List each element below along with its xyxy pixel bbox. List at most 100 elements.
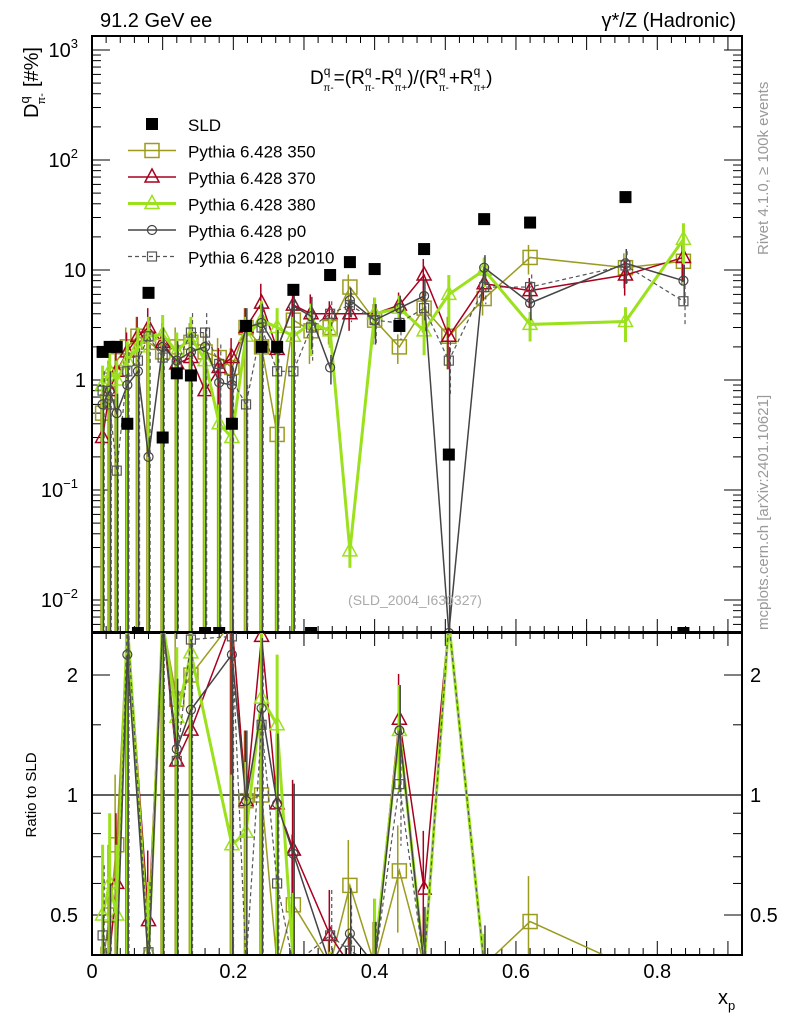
data-point [268,317,286,334]
data-point [524,281,536,293]
ratio-series-pythia-6-428-350 [100,632,606,955]
data-point [524,298,536,309]
ratio-point [94,905,111,921]
data-point [240,319,253,332]
data-point [199,341,211,352]
data-point [344,299,356,311]
ratio-point [394,779,405,790]
legend-label: SLD [188,116,221,135]
legend-label: Pythia 6.428 370 [188,169,316,188]
ratio-point [171,755,182,767]
data-point [415,321,433,337]
data-point [97,399,108,410]
ratio-y-tick-label-right: 0.5 [750,905,778,927]
ratio-point [122,649,133,660]
data-point [131,627,144,633]
series-pythia-6-428-370 [94,241,692,633]
x-tick-label: 0.8 [643,961,671,983]
data-point [271,340,284,353]
y-tick-label: 102 [49,146,78,172]
data-point [110,340,123,353]
ratio-series-pythia-6-428-370 [107,632,484,955]
data-point [142,286,155,299]
legend-item-sld: SLD [146,116,221,135]
data-point [111,465,122,476]
data-point [122,366,133,377]
ratio-point [391,863,408,879]
legend-marker [143,167,161,183]
data-point [343,256,356,269]
data-point [240,399,252,410]
ratio-point [141,942,156,955]
ratio-point [342,877,358,894]
y-tick-label: 103 [49,36,78,62]
data-point [255,340,268,353]
legend-marker [143,193,161,210]
ratio-point [240,795,252,806]
header-left: 91.2 GeV ee [100,10,212,32]
series-pythia-6-428-380 [94,223,692,633]
x-tick-label: 0.2 [219,961,247,983]
data-point [214,377,225,388]
data-point [132,366,144,377]
data-point [199,627,212,633]
data-point [157,341,168,352]
data-point [524,216,537,229]
y-axis-label: Dq π-[#%] [17,47,48,118]
data-point [366,304,383,320]
data-point [418,243,431,256]
ratio-line [103,632,606,955]
ratio-y-tick-label: 1 [67,785,78,807]
x-tick-label: 0.4 [361,961,389,983]
ratio-point [415,879,433,895]
data-point [325,362,336,373]
ratio-point [344,945,356,955]
ratio-point [185,634,197,645]
data-point [210,414,228,430]
y-tick-label: 1 [75,370,86,392]
data-point [521,314,539,331]
series-line [101,238,685,551]
main-axis-ticks: 10−2 10−1 1 10 102 103 [41,36,742,633]
data-point [226,374,238,386]
ratio-point [185,704,197,715]
x-tick-label: 0.6 [502,961,530,983]
legend-label: Pythia 6.428 p2010 [188,249,335,268]
ratio-point [272,798,283,809]
data-point [619,191,632,204]
rivet-version-text: Rivet 4.1.0, ≥ 100k events [755,82,772,255]
mcplots-credit-text: mcplots.cern.ch [arXiv:2401.10621] [755,395,772,630]
data-point [341,541,359,557]
data-point [288,300,299,312]
data-point [108,370,125,386]
data-point [617,311,634,328]
data-point [440,284,458,301]
ratio-data [94,632,606,955]
ratio-point [325,930,336,941]
watermark: (SLD_2004_I630327) [348,592,482,608]
ratio-frame [91,631,743,956]
data-point [522,249,538,266]
data-point [154,324,171,341]
data-point [442,448,455,461]
data-point [104,399,115,410]
ratio-point [256,703,267,714]
plot-title: Dq π-=(Rq π--Rq π+)/(Rq π-+Rq π+) [310,64,492,94]
ratio-line [102,632,484,955]
legend-item-pythia-6-428-350: Pythia 6.428 350 [128,143,316,162]
legend-item-pythia-6-428-370: Pythia 6.428 370 [128,167,316,188]
data-point [185,327,197,338]
data-point [391,339,408,355]
data-point [305,311,317,322]
data-point [272,366,283,377]
data-point [368,263,381,276]
ratio-point [256,719,267,730]
data-point [443,355,454,366]
ratio-y-axis-label: Ratio to SLD [23,752,40,837]
legend-item-pythia-6-428-p2010: Pythia 6.428 p2010 [128,249,335,268]
data-point [182,326,200,342]
data-point [478,213,491,226]
data-point [214,358,225,370]
ratio-line [107,632,484,955]
